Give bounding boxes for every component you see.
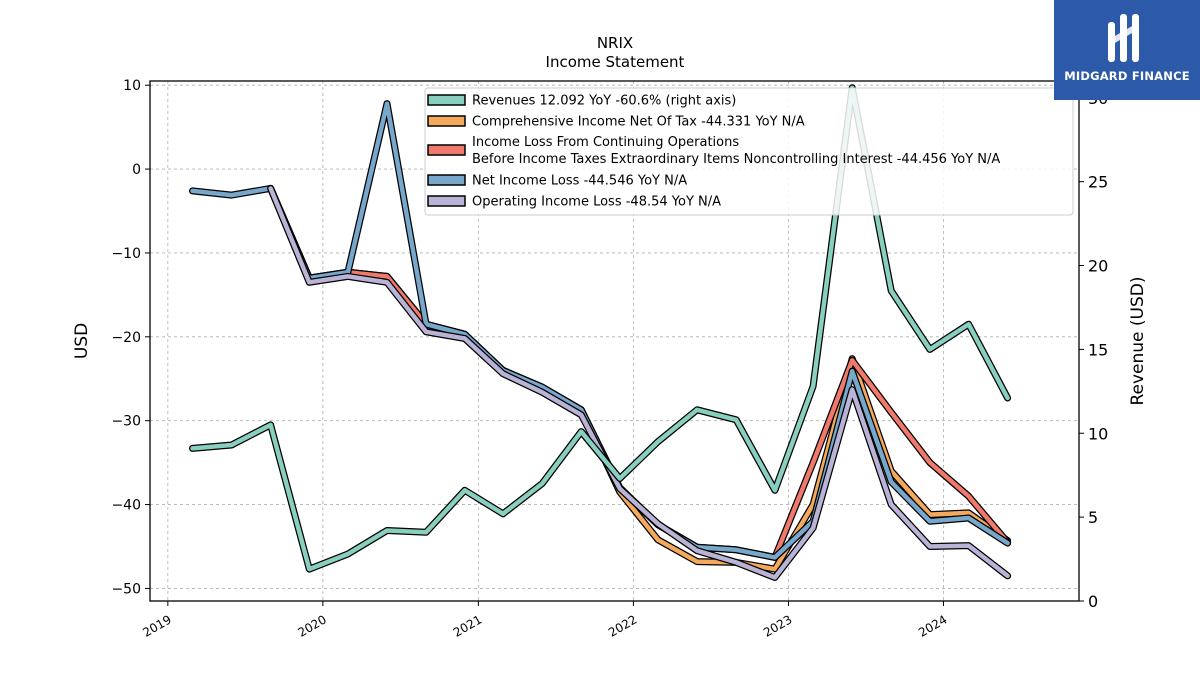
y-tick-label: −20 <box>111 330 141 346</box>
plot-frame <box>149 80 1080 602</box>
y-axis-right-label: Revenue (USD) <box>1128 276 1148 405</box>
x-tick-label: 2024 <box>916 612 949 639</box>
series-line-operating-income-loss <box>268 186 1010 580</box>
legend-swatch <box>427 115 466 127</box>
x-tick-label: 2021 <box>451 612 484 639</box>
legend-label-line2: Before Income Taxes Extraordinary Items … <box>472 152 1000 167</box>
legend: Revenues 12.092 YoY -60.6% (right axis) C… <box>424 87 1074 216</box>
y-right-tick-label: 0 <box>1088 592 1098 611</box>
y-right-tick-label: 25 <box>1088 173 1108 192</box>
logo-text: MIDGARD FINANCE <box>1064 69 1190 83</box>
y-tick-label: −40 <box>111 498 141 514</box>
chart-subtitle: Income Statement <box>546 53 685 71</box>
y-axis-label: USD <box>72 323 92 359</box>
legend-swatch <box>427 94 466 106</box>
chart-title: NRIX <box>597 34 633 52</box>
legend-label: Net Income Loss -44.546 YoY N/A <box>472 174 687 189</box>
y-right-tick-label: 10 <box>1088 424 1108 443</box>
legend-box <box>424 87 1074 216</box>
legend-label: Revenues 12.092 YoY -60.6% (right axis) <box>472 94 736 109</box>
series-lines <box>189 84 1012 581</box>
brand-logo: MIDGARD FINANCE <box>1054 0 1200 100</box>
y-right-tick-label: 15 <box>1088 340 1108 359</box>
y-tick-label: 10 <box>123 78 141 94</box>
y-right-tick-label: 20 <box>1088 257 1108 276</box>
x-tick-label: 2019 <box>140 612 173 639</box>
legend-swatch <box>427 195 466 207</box>
y-right-tick-label: 5 <box>1088 508 1098 527</box>
legend-swatch <box>427 144 466 156</box>
legend-label: Operating Income Loss -48.54 YoY N/A <box>472 195 721 210</box>
y-tick-label: −30 <box>111 414 141 430</box>
y-tick-label: −10 <box>111 246 141 262</box>
x-tick-label: 2022 <box>606 612 639 639</box>
legend-label: Comprehensive Income Net Of Tax -44.331 … <box>472 115 805 130</box>
logo-mark-icon <box>1108 14 1139 62</box>
legend-swatch <box>427 174 466 186</box>
y-tick-label: 0 <box>132 162 141 178</box>
legend-label-line1: Income Loss From Continuing Operations <box>472 135 739 150</box>
y-tick-label: −50 <box>111 581 141 597</box>
x-tick-label: 2020 <box>295 612 328 639</box>
x-tick-label: 2023 <box>761 612 794 639</box>
